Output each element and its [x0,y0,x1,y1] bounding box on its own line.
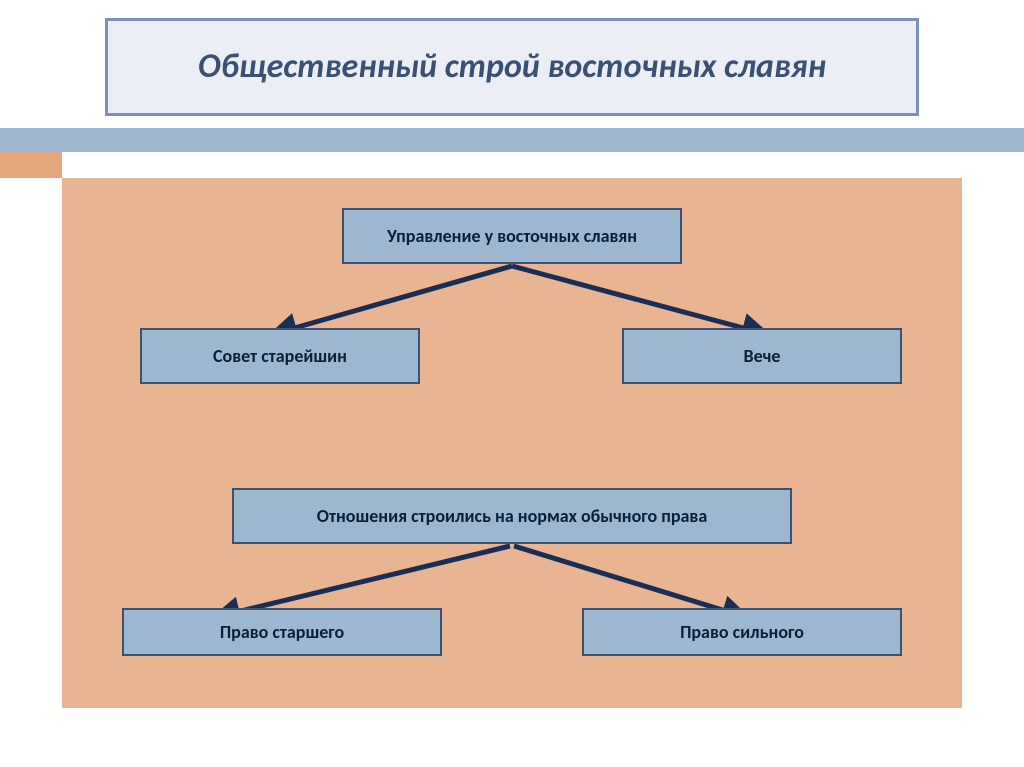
diagram-node-left2: Право старшего [122,608,442,656]
decor-tab [0,152,62,178]
diagram-node-top1: Управление у восточных славян [342,208,682,264]
diagram-node-right1: Вече [622,328,902,384]
diagram-node-label: Право сильного [680,621,804,643]
title-box: Общественный строй восточных славян [105,18,919,116]
diagram-node-label: Вече [743,345,780,367]
diagram-node-left1: Совет старейшин [140,328,420,384]
page-title: Общественный строй восточных славян [198,47,826,88]
decor-strip [0,128,1024,152]
diagram-node-right2: Право сильного [582,608,902,656]
diagram-node-top2: Отношения строились на нормах обычного п… [232,488,792,544]
diagram-node-label: Право старшего [220,621,344,643]
diagram-node-label: Управление у восточных славян [387,225,637,247]
diagram-node-label: Отношения строились на нормах обычного п… [317,505,707,527]
diagram-node-label: Совет старейшин [213,345,347,367]
